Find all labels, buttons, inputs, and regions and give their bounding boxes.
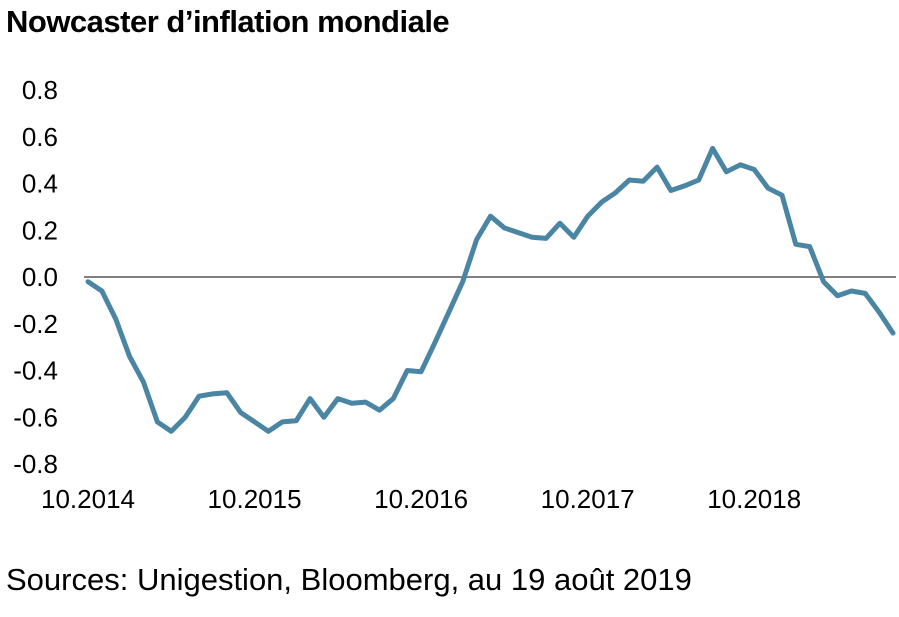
x-tick-label: 10.2014: [41, 484, 135, 514]
y-tick-label: -0.4: [13, 356, 58, 386]
source-note: Sources: Unigestion, Bloomberg, au 19 ao…: [6, 562, 692, 597]
y-tick-label: 0.2: [22, 215, 58, 245]
chart-title: Nowcaster d’inflation mondiale: [6, 4, 450, 39]
series-line: [85, 145, 896, 434]
series-group: [85, 145, 896, 434]
y-tick-label: -0.6: [13, 402, 58, 432]
y-tick-label: -0.2: [13, 309, 58, 339]
y-tick-label: 0.4: [22, 169, 58, 199]
y-tick-label: -0.8: [13, 449, 58, 479]
x-tick-label: 10.2016: [374, 484, 468, 514]
x-tick-label: 10.2015: [208, 484, 302, 514]
x-tick-label: 10.2017: [541, 484, 635, 514]
y-tick-label: 0.6: [22, 122, 58, 152]
x-axis-tick-labels: 10.2014 10.2015 10.2016 10.2017 10.2018: [41, 484, 801, 514]
y-tick-label: 0.8: [22, 75, 58, 105]
y-tick-label: 0.0: [22, 262, 58, 292]
x-tick-label: 10.2018: [707, 484, 801, 514]
y-axis-tick-labels: 0.8 0.6 0.4 0.2 0.0 -0.2 -0.4 -0.6 -0.8: [13, 75, 58, 479]
